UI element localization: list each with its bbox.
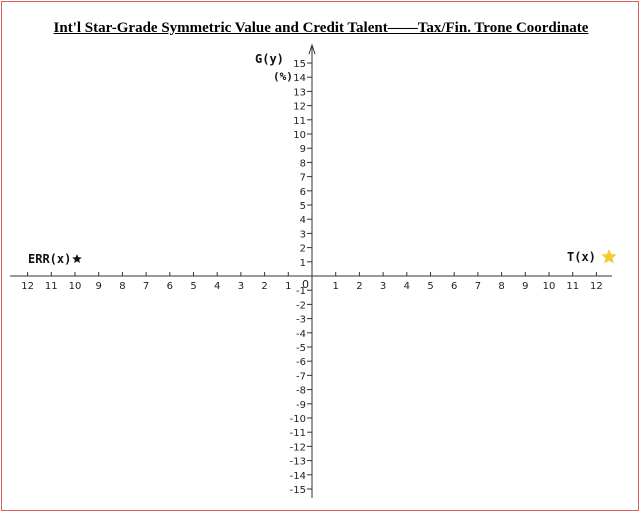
x-tick-label: 7 [143, 281, 149, 292]
x-tick-label: 2 [356, 281, 362, 292]
y-tick-label: -10 [290, 414, 306, 425]
yellow-star-shape [601, 249, 617, 264]
x-tick-label: 3 [380, 281, 386, 292]
x-tick-label: 12 [590, 281, 603, 292]
y-axis-unit: (%) [273, 70, 293, 83]
y-tick-label: -14 [290, 471, 306, 482]
y-axis-arrow [308, 43, 316, 55]
x-tick-label: 11 [566, 281, 579, 292]
x-tick-label: 5 [427, 281, 433, 292]
y-ticks: 123456789101112131415-1-2-3-4-5-6-7-8-9-… [290, 59, 312, 496]
x-tick-label: 4 [214, 281, 220, 292]
x-tick-label: 1 [285, 281, 291, 292]
x-tick-label: 8 [119, 281, 125, 292]
black-star-shape [72, 254, 82, 263]
y-tick-label: -7 [296, 371, 306, 382]
y-tick-label: -8 [296, 386, 306, 397]
y-tick-label: -1 [296, 286, 306, 297]
x-tick-label: 1 [333, 281, 339, 292]
x-tick-label: 9 [96, 281, 102, 292]
y-tick-label: -12 [290, 442, 306, 453]
x-tick-label: 10 [69, 281, 82, 292]
x-tick-label: 9 [522, 281, 528, 292]
y-tick-label: -15 [290, 485, 306, 496]
x-tick-label: 12 [21, 281, 34, 292]
y-tick-label: -9 [296, 400, 306, 411]
y-tick-label: 2 [300, 244, 306, 255]
x-tick-label: 4 [404, 281, 410, 292]
x-tick-label: 11 [45, 281, 58, 292]
x-axis-positive-label: T(x) [567, 250, 596, 264]
y-axis-label: G(y) [255, 52, 284, 66]
y-tick-label: -4 [296, 329, 306, 340]
y-tick-label: 10 [293, 130, 306, 141]
axes [10, 43, 612, 498]
yellow-star-icon [601, 249, 617, 264]
black-star-icon [72, 254, 82, 263]
y-tick-label: -6 [296, 357, 306, 368]
x-tick-label: 10 [543, 281, 556, 292]
x-tick-label: 6 [167, 281, 173, 292]
y-tick-label: 15 [293, 59, 306, 70]
x-axis-negative-label: ERR(x) [28, 252, 71, 266]
y-tick-label: -13 [290, 457, 306, 468]
y-tick-label: 13 [293, 87, 306, 98]
y-tick-label: -3 [296, 315, 306, 326]
y-tick-label: -11 [290, 428, 306, 439]
y-tick-label: 9 [300, 144, 306, 155]
x-tick-label: 6 [451, 281, 457, 292]
x-tick-label: 8 [498, 281, 504, 292]
x-tick-label: 3 [238, 281, 244, 292]
y-tick-label: 6 [300, 187, 306, 198]
y-tick-label: 12 [293, 102, 306, 113]
y-tick-label: -5 [296, 343, 306, 354]
x-tick-label: 7 [475, 281, 481, 292]
chart-title: Int'l Star-Grade Symmetric Value and Cre… [53, 20, 589, 36]
x-tick-label: 5 [190, 281, 196, 292]
y-tick-label: 11 [293, 116, 306, 127]
y-tick-label: 4 [300, 215, 306, 226]
y-tick-label: 8 [300, 158, 306, 169]
origin-label: 0 [302, 278, 309, 291]
y-tick-label: 1 [300, 258, 306, 269]
y-tick-label: 14 [293, 73, 306, 84]
x-tick-label: 2 [261, 281, 267, 292]
y-tick-label: 7 [300, 173, 306, 184]
y-tick-label: 5 [300, 201, 306, 212]
y-tick-label: 3 [300, 229, 306, 240]
y-tick-label: -2 [296, 300, 306, 311]
